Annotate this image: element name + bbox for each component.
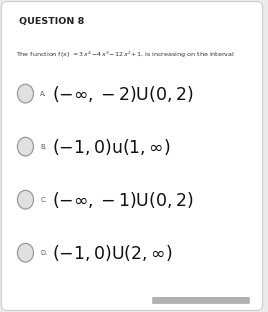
Circle shape — [17, 84, 34, 103]
Text: $(- \infty, -2)\mathrm{U}(0,2)$: $(- \infty, -2)\mathrm{U}(0,2)$ — [52, 84, 194, 104]
Circle shape — [17, 137, 34, 156]
Text: A.: A. — [40, 90, 47, 97]
Text: C.: C. — [40, 197, 47, 203]
Text: QUESTION 8: QUESTION 8 — [19, 17, 84, 26]
Text: B.: B. — [40, 144, 47, 150]
Circle shape — [17, 190, 34, 209]
FancyBboxPatch shape — [152, 297, 250, 304]
Text: $(- \infty, -1)\mathrm{U}(0,2)$: $(- \infty, -1)\mathrm{U}(0,2)$ — [52, 190, 194, 210]
Text: $(-1,0)\mathrm{U}(2,\infty)$: $(-1,0)\mathrm{U}(2,\infty)$ — [52, 243, 173, 263]
Text: D.: D. — [40, 250, 47, 256]
Text: $(-1,0)\mathrm{u}(1, \infty)$: $(-1,0)\mathrm{u}(1, \infty)$ — [52, 137, 171, 157]
Text: The function f(x) $= 3\,x^4\!-\!4\,x^3\!-\!12\,x^2\!+\!1$, is increasing on the : The function f(x) $= 3\,x^4\!-\!4\,x^3\!… — [16, 50, 235, 60]
FancyBboxPatch shape — [1, 2, 263, 310]
Circle shape — [17, 243, 34, 262]
